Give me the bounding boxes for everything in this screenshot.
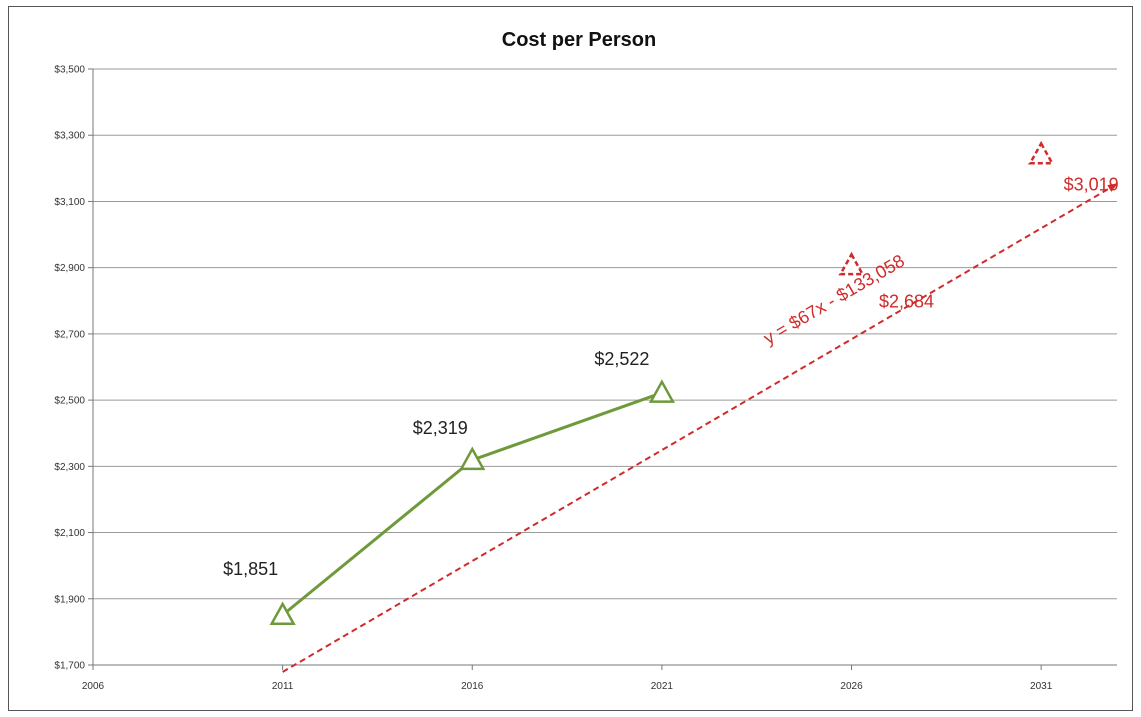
x-tick-label: 2011 <box>272 681 294 692</box>
data-point-projected <box>1028 140 1055 165</box>
chart-svg: Cost per Person $1,700 $1,900 $2,100 $2,300… <box>54 29 1119 692</box>
x-tick-label: 2006 <box>82 681 105 692</box>
data-point-actual <box>459 446 486 471</box>
y-tick-label: $3,100 <box>54 197 85 208</box>
axis-layer: $1,700 $1,900 $2,100 $2,300 $2,500 $2,700 $2,9… <box>54 65 1117 692</box>
chart-frame: Cost per Person $1,700 $1,900 $2,100 $2,300… <box>8 6 1133 711</box>
y-tick-label: $2,700 <box>54 329 85 340</box>
data-point-projected <box>838 251 865 276</box>
label-layer: y = $67x - $133,058$1,851$2,319$2,522$2,… <box>223 174 1119 579</box>
x-tick-label: 2031 <box>1030 681 1053 692</box>
data-label-projected: $2,684 <box>879 291 934 311</box>
y-tick-label: $2,500 <box>54 396 85 407</box>
data-label-actual: $1,851 <box>223 559 278 579</box>
y-tick-label: $3,500 <box>54 65 85 76</box>
y-tick-label: $2,900 <box>54 263 85 274</box>
data-label-actual: $2,319 <box>413 418 468 438</box>
y-tick-label: $1,900 <box>54 594 85 605</box>
data-point-actual <box>269 601 296 626</box>
chart-title: Cost per Person <box>502 29 656 51</box>
data-point-actual <box>648 379 676 403</box>
x-tick-label: 2026 <box>840 681 863 692</box>
y-tick-label: $1,700 <box>54 661 85 672</box>
y-tick-label: $2,100 <box>54 528 85 539</box>
grid-layer <box>93 68 1117 600</box>
series-line-actual <box>281 391 663 617</box>
x-tick-label: 2016 <box>461 681 484 692</box>
x-tick-label: 2021 <box>651 681 674 692</box>
series-layer <box>269 140 1118 673</box>
y-tick-label: $2,300 <box>54 462 85 473</box>
data-label-actual: $2,522 <box>594 349 649 369</box>
y-tick-label: $3,300 <box>54 131 85 142</box>
trendline <box>282 183 1118 673</box>
data-label-projected: $3,019 <box>1064 174 1119 194</box>
